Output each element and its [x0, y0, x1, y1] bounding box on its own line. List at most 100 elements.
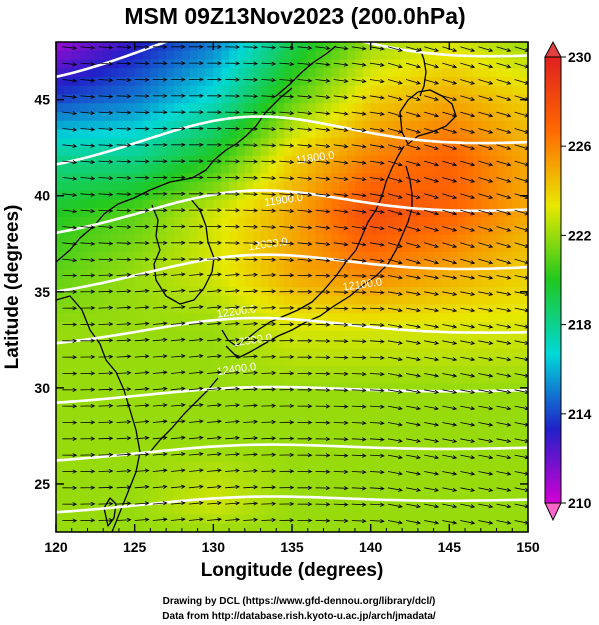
heatmap-cell — [236, 497, 246, 507]
wind-arrow — [496, 275, 512, 280]
heatmap-cell — [268, 164, 277, 174]
heatmap-cell — [354, 208, 364, 218]
heatmap-cell — [142, 365, 151, 376]
heatmap-cell — [386, 523, 395, 532]
heatmap-cell — [465, 120, 474, 131]
wind-arrow — [152, 142, 168, 147]
x-tick-label: 140 — [359, 539, 383, 555]
heatmap-cell — [354, 182, 364, 192]
heatmap-cell — [236, 470, 246, 481]
heatmap-cell — [339, 103, 348, 113]
heatmap-cell — [378, 409, 387, 419]
heatmap-cell — [174, 85, 183, 96]
heatmap-cell — [205, 497, 214, 507]
wind-arrow — [116, 272, 132, 277]
heatmap-cell — [472, 470, 482, 481]
heatmap-cell — [197, 260, 207, 271]
heatmap-cell — [63, 155, 73, 166]
wind-arrow — [279, 322, 295, 327]
wind-arrow — [261, 419, 277, 425]
heatmap-cell — [299, 462, 309, 472]
wind-arrow — [98, 94, 114, 99]
wind-arrow — [406, 422, 422, 427]
wind-arrow — [80, 403, 96, 409]
heatmap-cell — [142, 103, 151, 113]
heatmap-cell — [457, 129, 466, 139]
wind-arrow — [243, 436, 259, 441]
heatmap-cell — [472, 278, 482, 288]
heatmap-cell — [441, 488, 450, 498]
heatmap-cell — [118, 77, 128, 87]
heatmap-cell — [417, 94, 427, 104]
wind-arrow — [387, 275, 403, 280]
heatmap-cell — [118, 278, 128, 288]
wind-arrow — [152, 403, 168, 408]
heatmap-cell — [488, 409, 498, 419]
wind-arrow — [80, 94, 96, 99]
heatmap-cell — [134, 330, 144, 341]
heatmap-cell — [95, 348, 104, 358]
heatmap-cell — [417, 138, 427, 148]
heatmap-cell — [260, 453, 269, 463]
heatmap-cell — [417, 260, 427, 271]
heatmap-cell — [480, 348, 490, 358]
heatmap-cell — [299, 357, 309, 367]
heatmap-cell — [362, 514, 372, 524]
heatmap-cell — [512, 217, 521, 227]
wind-arrow — [424, 471, 440, 476]
heatmap-cell — [63, 383, 73, 393]
heatmap-cell — [268, 208, 277, 218]
heatmap-cell — [111, 348, 120, 358]
heatmap-cell — [229, 278, 238, 288]
wind-arrow — [80, 208, 96, 214]
heatmap-cell — [449, 470, 458, 481]
wind-arrow — [62, 45, 78, 50]
wind-arrow — [460, 471, 476, 476]
heatmap-cell — [496, 103, 505, 113]
heatmap-cell — [425, 138, 435, 148]
heatmap-cell — [488, 243, 498, 253]
heatmap-cell — [449, 278, 458, 288]
heatmap-cell — [142, 322, 151, 332]
wind-arrow — [243, 305, 259, 310]
heatmap-cell — [307, 348, 317, 358]
wind-arrow — [351, 437, 367, 442]
heatmap-cell — [410, 383, 419, 393]
heatmap-cell — [103, 225, 112, 236]
heatmap-cell — [339, 155, 348, 166]
heatmap-cell — [331, 365, 340, 376]
heatmap-cell — [252, 523, 262, 532]
heatmap-cell — [402, 488, 411, 498]
heatmap-cell — [63, 435, 73, 446]
heatmap-cell — [166, 339, 175, 349]
heatmap-cell — [158, 313, 167, 323]
wind-arrow — [460, 503, 476, 509]
wind-arrow — [80, 305, 96, 311]
heatmap-cell — [339, 400, 348, 411]
heatmap-cell — [95, 470, 104, 481]
heatmap-cell — [126, 260, 136, 271]
heatmap-cell — [292, 129, 301, 139]
wind-arrow — [62, 225, 78, 230]
heatmap-cell — [56, 68, 65, 78]
heatmap-cell — [134, 348, 144, 358]
heatmap-cell — [284, 357, 293, 367]
wind-arrow — [116, 387, 132, 392]
heatmap-cell — [268, 470, 277, 481]
heatmap-cell — [362, 304, 372, 314]
heatmap-cell — [174, 164, 183, 174]
heatmap-cell — [260, 147, 269, 157]
heatmap-cell — [386, 365, 395, 376]
heatmap-cell — [331, 357, 340, 367]
heatmap-cell — [378, 217, 387, 227]
heatmap-cell — [417, 234, 427, 244]
wind-arrow — [152, 44, 168, 49]
heatmap-cell — [433, 260, 443, 271]
heatmap-cell — [331, 252, 340, 262]
wind-arrow — [496, 340, 512, 345]
heatmap-cell — [126, 383, 136, 393]
heatmap-cell — [441, 225, 450, 236]
heatmap-cell — [87, 85, 96, 96]
heatmap-cell — [425, 383, 435, 393]
heatmap-cell — [205, 409, 214, 419]
